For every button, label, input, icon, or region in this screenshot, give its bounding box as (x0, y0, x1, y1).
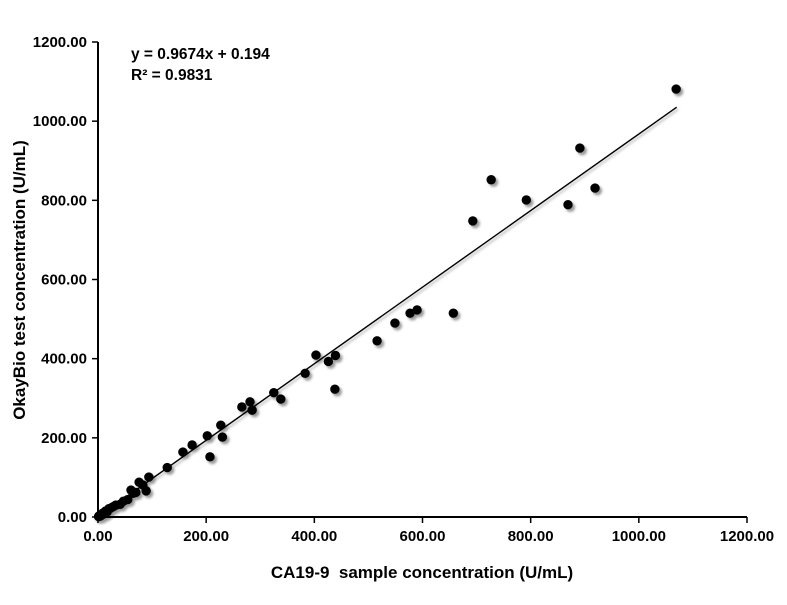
data-point (448, 308, 459, 318)
data-point (323, 356, 334, 367)
x-tick-label: 200.00 (183, 528, 229, 545)
data-point (123, 494, 133, 505)
data-point (563, 199, 573, 210)
data-point (590, 183, 600, 193)
equation-label: y = 0.9674x + 0.194 (131, 46, 270, 63)
axes: 0.00 200.00 400.00 600.00 800.00 1000.00 1200.… (33, 34, 774, 545)
x-tick-label: 1200.00 (720, 528, 774, 545)
shadow-layer (96, 87, 684, 524)
data-point (269, 388, 279, 398)
x-tick-label: 400.00 (291, 528, 337, 545)
r-squared-label: R² = 0.9831 (131, 67, 213, 84)
data-point (405, 308, 415, 318)
data-point (330, 384, 340, 394)
y-tick-label: 1200.00 (33, 34, 87, 51)
data-point (390, 318, 400, 328)
data-point (216, 420, 226, 430)
data-point (247, 405, 257, 415)
data-point (311, 350, 321, 360)
data-point (671, 84, 681, 94)
data-point (276, 394, 286, 404)
data-point (300, 368, 310, 379)
data-point (237, 402, 247, 412)
scatter-points (93, 84, 681, 522)
data-point (330, 350, 341, 361)
data-point (178, 447, 188, 457)
data-point (162, 462, 172, 473)
data-point (205, 452, 215, 462)
data-point (372, 336, 382, 346)
y-tick-label: 400.00 (41, 351, 87, 368)
data-point (141, 486, 151, 496)
x-tick-label: 1000.00 (612, 528, 666, 545)
y-tick-label: 1000.00 (33, 113, 87, 130)
y-tick-label: 0.00 (58, 509, 87, 526)
data-point (217, 432, 228, 442)
y-tick-label: 200.00 (41, 430, 87, 447)
data-point (486, 175, 496, 185)
y-tick-label: 600.00 (41, 272, 87, 289)
y-axis-title: OkayBio test concentration (U/mL) (10, 140, 29, 420)
y-tick-label: 800.00 (41, 192, 87, 209)
x-tick-label: 0.00 (83, 528, 112, 545)
data-point (131, 487, 141, 498)
data-point (187, 440, 197, 450)
x-axis-title: CA19-9 sample concentration (U/mL) (271, 563, 573, 582)
data-point (245, 397, 255, 407)
x-tick-label: 800.00 (508, 528, 554, 545)
x-tick-label: 600.00 (400, 528, 446, 545)
data-point (575, 143, 585, 153)
data-point (521, 195, 532, 205)
data-point (468, 216, 478, 226)
data-point (144, 472, 154, 482)
data-point (202, 431, 212, 441)
data-point (412, 305, 422, 315)
